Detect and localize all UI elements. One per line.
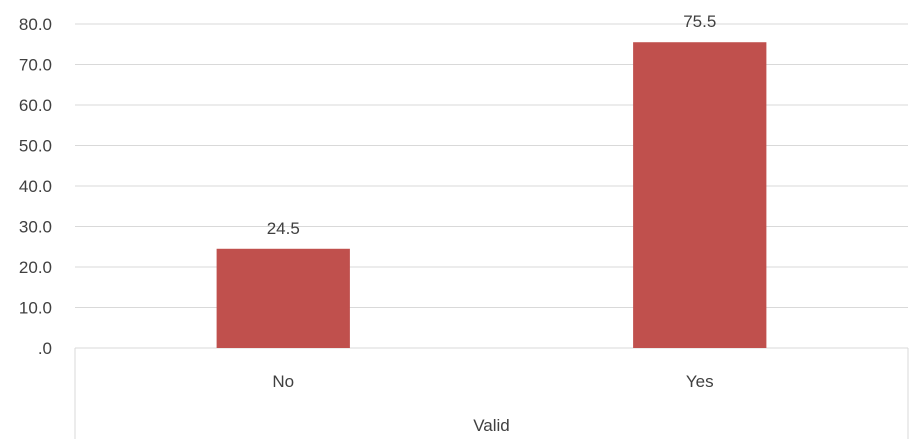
y-axis-tick-labels: .0 10.0 20.0 30.0 40.0 50.0 60.0 70.0 80.0	[19, 15, 52, 358]
gridlines	[75, 23, 908, 349]
y-tick-label: 10.0	[19, 299, 52, 318]
bar-no	[216, 248, 350, 348]
x-group-label: Valid	[473, 416, 510, 435]
y-tick-label: 30.0	[19, 218, 52, 237]
x-tick-label: Yes	[686, 372, 714, 391]
y-tick-label: 20.0	[19, 258, 52, 277]
bar-yes	[633, 42, 767, 348]
y-tick-label: 40.0	[19, 177, 52, 196]
x-axis: No Yes Valid	[74, 348, 909, 439]
y-tick-label: .0	[38, 339, 52, 358]
data-label: 24.5	[267, 219, 300, 238]
data-label: 75.5	[683, 12, 716, 31]
data-labels: 24.5 75.5	[267, 12, 717, 238]
y-tick-label: 70.0	[19, 56, 52, 75]
bars	[216, 42, 767, 348]
y-tick-label: 50.0	[19, 137, 52, 156]
x-tick-label: No	[272, 372, 294, 391]
y-tick-label: 80.0	[19, 15, 52, 34]
y-tick-label: 60.0	[19, 96, 52, 115]
